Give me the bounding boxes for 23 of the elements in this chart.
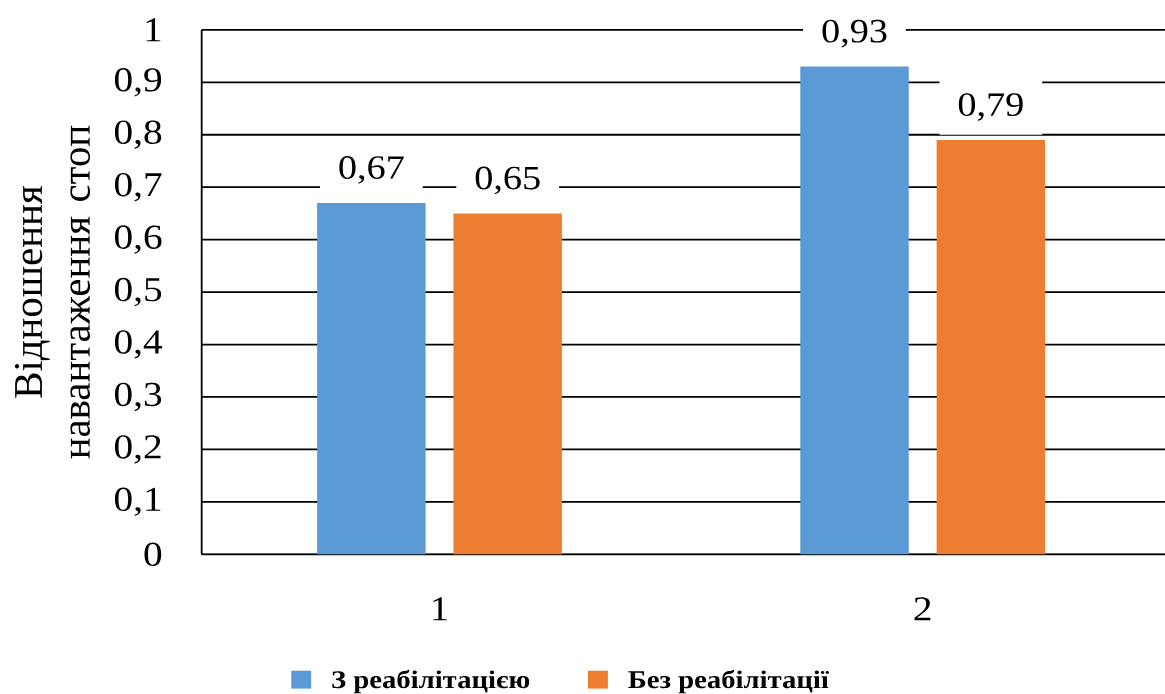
y-tick-label: 0,2: [114, 435, 161, 464]
y-tick-label: 0,1: [114, 487, 161, 517]
y-tick-label: 0,5: [114, 278, 162, 307]
bar: [800, 66, 909, 555]
y-tick-label: 1: [146, 18, 161, 42]
y-tick-label: 0,4: [114, 330, 163, 359]
x-tick-label: 2: [914, 597, 931, 621]
bar: [453, 213, 562, 555]
y-tick-label: 0: [144, 542, 162, 567]
legend-label: Без реабілітації: [628, 670, 829, 694]
y-tick-label: 0,7: [114, 173, 162, 202]
y-tick-label: 0,3: [114, 382, 162, 412]
y-axis-title: Відношення навантаження стоп: [14, 125, 91, 459]
data-label: 0,93: [822, 19, 887, 48]
y-tick-label: 0,8: [114, 120, 162, 150]
data-label: 0,67: [339, 156, 404, 184]
data-label: 0,65: [475, 166, 540, 195]
data-label: 0,79: [958, 93, 1023, 122]
legend-label: З реабілітацією: [332, 670, 530, 694]
bar: [317, 203, 426, 555]
y-tick-label: 0,6: [114, 225, 162, 255]
y-tick-label: 0,9: [114, 68, 162, 97]
bar: [936, 140, 1046, 555]
